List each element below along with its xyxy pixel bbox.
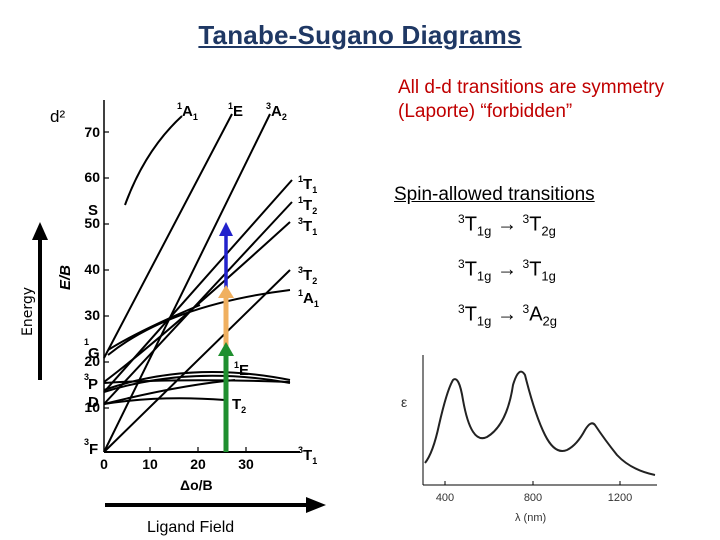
svg-text:1T1: 1T1 — [298, 174, 317, 195]
svg-text:T2: T2 — [232, 396, 246, 415]
term-F: F — [89, 441, 98, 458]
spectrum-x-tick: 800 — [524, 492, 542, 504]
term-D: D — [88, 394, 99, 411]
y-tick: 50 — [84, 215, 100, 231]
energy-label: Energy — [20, 287, 36, 336]
y-tick: 60 — [84, 169, 100, 185]
svg-text:1E: 1E — [234, 360, 249, 379]
energy-arrow — [32, 222, 48, 380]
x-tick: 0 — [100, 456, 108, 472]
spectrum-y-label: ε — [401, 394, 407, 410]
ligand-field-arrow — [105, 497, 326, 513]
x-tick: 30 — [238, 456, 254, 472]
term-P: P — [88, 376, 98, 393]
tanabe-sugano-diagram: Energy Ligand Field d² E/B Δo/B 70 60 50… — [20, 100, 326, 536]
absorption-spectrum: ε λ (nm) 400 800 1200 — [401, 355, 657, 524]
spectrum-curve — [424, 370, 656, 476]
spectrum-x-tick: 1200 — [608, 492, 632, 504]
transition-3: 3T1g → 3A2g — [458, 302, 557, 329]
y-tick: 10 — [84, 399, 100, 415]
svg-text:3T2: 3T2 — [298, 265, 317, 286]
svg-text:3: 3 — [84, 372, 89, 382]
svg-text:3A2: 3A2 — [266, 101, 287, 122]
page-title: Tanabe-Sugano Diagrams — [198, 20, 522, 50]
y-tick: 70 — [84, 124, 100, 140]
spectrum-x-label: λ (nm) — [515, 512, 546, 524]
term-S: S — [88, 202, 98, 219]
svg-text:3: 3 — [84, 437, 89, 447]
transition-arrow-green — [218, 342, 234, 452]
ligand-field-label: Ligand Field — [147, 519, 234, 536]
svg-text:1E: 1E — [228, 101, 243, 120]
svg-text:3T1: 3T1 — [298, 216, 317, 237]
svg-text:1: 1 — [84, 337, 89, 347]
svg-text:1T2: 1T2 — [298, 195, 317, 216]
y-tick: 30 — [84, 307, 100, 323]
spin-allowed-heading: Spin-allowed transitions — [394, 184, 595, 205]
svg-text:3T1: 3T1 — [298, 445, 317, 466]
d2-config-label: d² — [50, 107, 65, 126]
transition-1: 3T1g → 3T2g — [458, 212, 556, 239]
svg-text:1A1: 1A1 — [177, 101, 198, 122]
x-tick: 20 — [190, 456, 206, 472]
term-G: G — [88, 345, 100, 362]
laporte-note: All d-d transitions are symmetry (Laport… — [398, 77, 665, 122]
svg-text:1A1: 1A1 — [298, 288, 319, 309]
y-axis-label: E/B — [57, 265, 74, 290]
y-tick: 20 — [84, 353, 100, 369]
x-tick: 10 — [142, 456, 158, 472]
energy-level-curves — [103, 113, 300, 453]
transition-2: 3T1g → 3T1g — [458, 257, 556, 284]
x-axis-label: Δo/B — [180, 477, 213, 493]
spectrum-x-tick: 400 — [436, 492, 454, 504]
y-tick: 40 — [84, 261, 100, 277]
